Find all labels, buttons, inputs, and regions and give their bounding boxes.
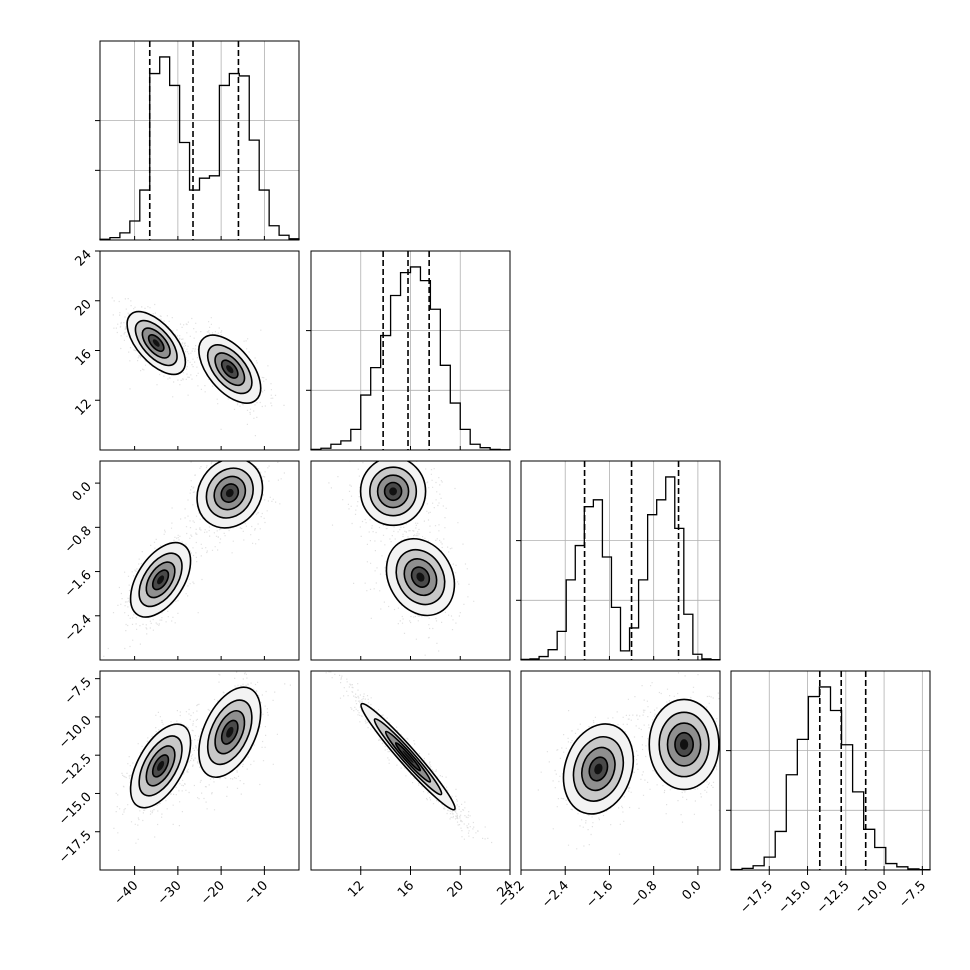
density-contour-3-0-1-4: [226, 726, 234, 738]
ytick-label-2-1: −1.6: [62, 568, 95, 601]
pair-frame-3-0: [99, 670, 300, 871]
ytick-label-1-1: 16: [73, 347, 95, 369]
density-contour-2-1-0-4: [389, 487, 397, 496]
xtick-label-0-2: −20: [198, 878, 228, 908]
hist-panel-3: [726, 670, 931, 871]
ytick-label-1-0: 12: [73, 396, 95, 418]
ytick-label-1-3: 24: [73, 247, 95, 269]
pair-panel-1-0: 12 16 20 24: [73, 247, 300, 451]
xtick-label-2-1: −2.4: [539, 878, 572, 911]
xtick-label-1-1: 16: [395, 878, 417, 900]
pair-frame-3-2: [520, 670, 721, 871]
hist-panel-1: [306, 250, 511, 451]
histogram-3: [730, 686, 931, 871]
hist-frame-0: [99, 40, 300, 241]
xtick-label-0-1: −30: [155, 878, 185, 908]
hist-panel-2: [516, 460, 721, 661]
xtick-label-3-4: −7.5: [896, 878, 929, 911]
pair-frame-2-0: [99, 460, 300, 661]
scatter-points-2-0: [103, 461, 287, 657]
histogram-0: [99, 56, 300, 240]
density-contour-1-0-0-4: [152, 339, 160, 347]
xtick-label-0-0: −40: [111, 878, 141, 908]
corner-panels: 12162024−2.4−1.6−0.80.0−17.5−15.0−12.5−1…: [56, 40, 931, 917]
ytick-label-3-4: −7.5: [62, 675, 95, 708]
pair-content-2-0: [103, 461, 287, 657]
hist-frame-3: [730, 670, 931, 871]
ytick-label-1-2: 20: [73, 297, 95, 319]
pair-content-2-1: [328, 461, 475, 656]
ytick-label-2-2: −0.8: [62, 524, 95, 557]
density-contour-3-2-1-4: [679, 739, 689, 750]
pair-panel-3-1: [310, 670, 511, 871]
density-contour-1-0-1-4: [226, 365, 234, 374]
xtick-label-2-0: −3.2: [495, 878, 528, 911]
pair-content-3-1: [325, 671, 493, 844]
density-contour-3-0-0-4: [156, 760, 165, 771]
ytick-label-3-3: −10.0: [56, 713, 95, 752]
density-contour-3-2-0-4: [594, 763, 603, 775]
xtick-label-2-4: 0.0: [679, 878, 704, 903]
pair-content-1-0: [111, 297, 285, 437]
xtick-label-3-3: −10.0: [852, 878, 891, 917]
pair-content-3-2: [537, 672, 720, 855]
scatter-points-3-0: [113, 671, 291, 851]
xtick-label-3-2: −12.5: [814, 878, 853, 917]
xtick-label-3-1: −15.0: [776, 878, 815, 917]
xtick-label-1-0: 12: [345, 878, 367, 900]
pair-panel-2-0: −2.4 −1.6 −0.8 0.0: [62, 460, 300, 661]
xtick-label-0-3: −10: [241, 878, 271, 908]
hist-frame-2: [520, 460, 721, 661]
hist-panel-0: [95, 40, 300, 241]
xtick-label-2-3: −0.8: [628, 878, 661, 911]
histogram-2: [520, 476, 721, 661]
pair-panel-3-2: [520, 670, 721, 871]
density-contour-2-0-1-4: [225, 488, 234, 498]
density-contour-2-1-1-4: [416, 572, 425, 582]
histogram-1: [310, 266, 511, 451]
ytick-label-2-0: −2.4: [62, 612, 95, 645]
pair-panel-2-1: [310, 460, 511, 661]
xtick-label-2-2: −1.6: [583, 878, 616, 911]
ytick-label-2-3: 0.0: [70, 479, 95, 504]
ytick-label-3-1: −15.0: [56, 790, 95, 829]
xtick-label-1-2: 20: [445, 878, 467, 900]
density-contour-3-1-0-4: [402, 750, 414, 764]
pair-panel-3-0: −17.5−15.0−12.5−10.0 −7.5: [56, 670, 300, 871]
xtick-label-3-0: −17.5: [737, 878, 776, 917]
pair-content-3-0: [113, 671, 291, 851]
ytick-label-3-2: −12.5: [56, 751, 95, 790]
ytick-label-3-0: −17.5: [56, 828, 95, 867]
